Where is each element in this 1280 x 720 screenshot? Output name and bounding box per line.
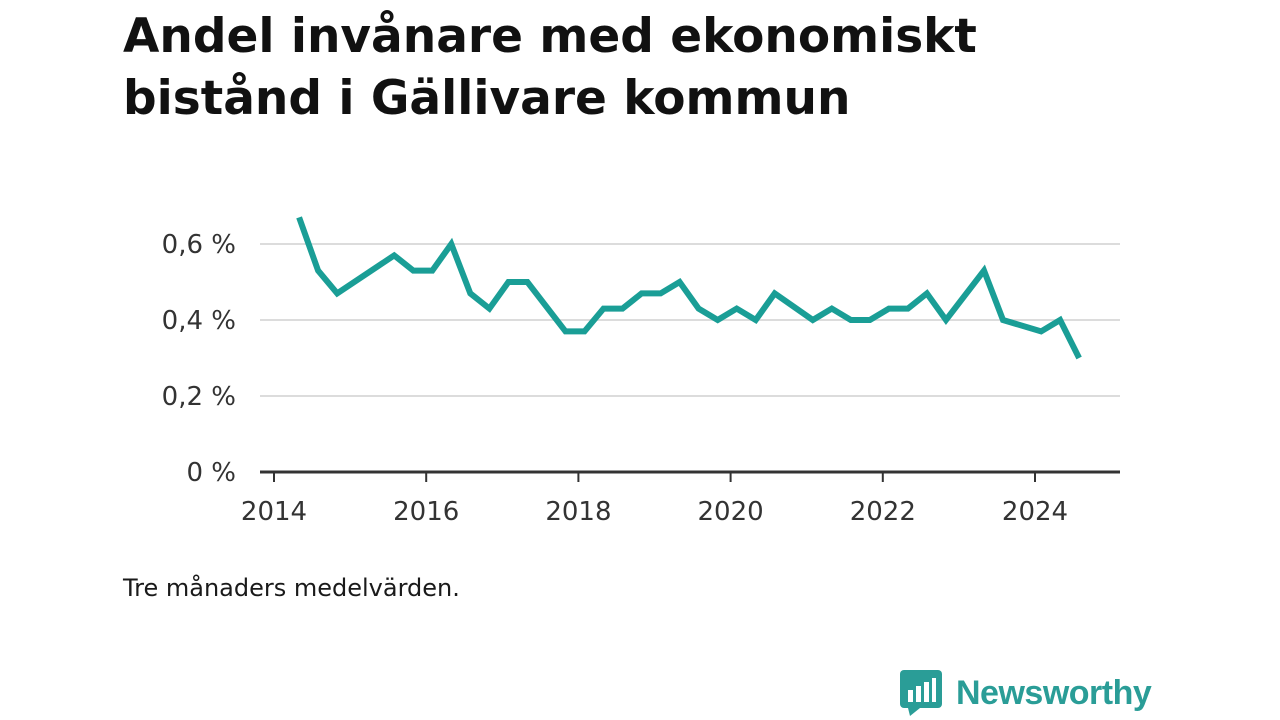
chart-note: Tre månaders medelvärden.: [123, 574, 460, 602]
x-tick-label: 2014: [241, 497, 307, 527]
y-tick-labels: 0 % 0,2 % 0,4 % 0,6 %: [162, 230, 236, 488]
bar-chart-speech-bubble-icon: [900, 670, 942, 716]
gridlines: [260, 243, 1120, 397]
x-tick-label: 2016: [393, 497, 459, 527]
y-tick-label: 0,2 %: [162, 382, 236, 412]
y-tick-label: 0,4 %: [162, 306, 236, 336]
y-tick-label: 0 %: [186, 458, 236, 488]
y-tick-label: 0,6 %: [162, 230, 236, 260]
x-tick-labels: 2014 2016 2018 2020 2022 2024: [241, 497, 1068, 527]
series-line: [296, 216, 1082, 360]
newsworthy-logo: Newsworthy: [900, 670, 1152, 716]
chart-title: Andel invånare med ekonomiskt bistånd i …: [123, 9, 977, 126]
x-tick-label: 2022: [850, 497, 916, 527]
x-tick-label: 2020: [698, 497, 764, 527]
brand-name: Newsworthy: [956, 673, 1152, 712]
x-axis: [260, 470, 1120, 482]
x-tick-label: 2024: [1002, 497, 1068, 527]
series-layer: [296, 216, 1082, 360]
x-tick-label: 2018: [545, 497, 611, 527]
